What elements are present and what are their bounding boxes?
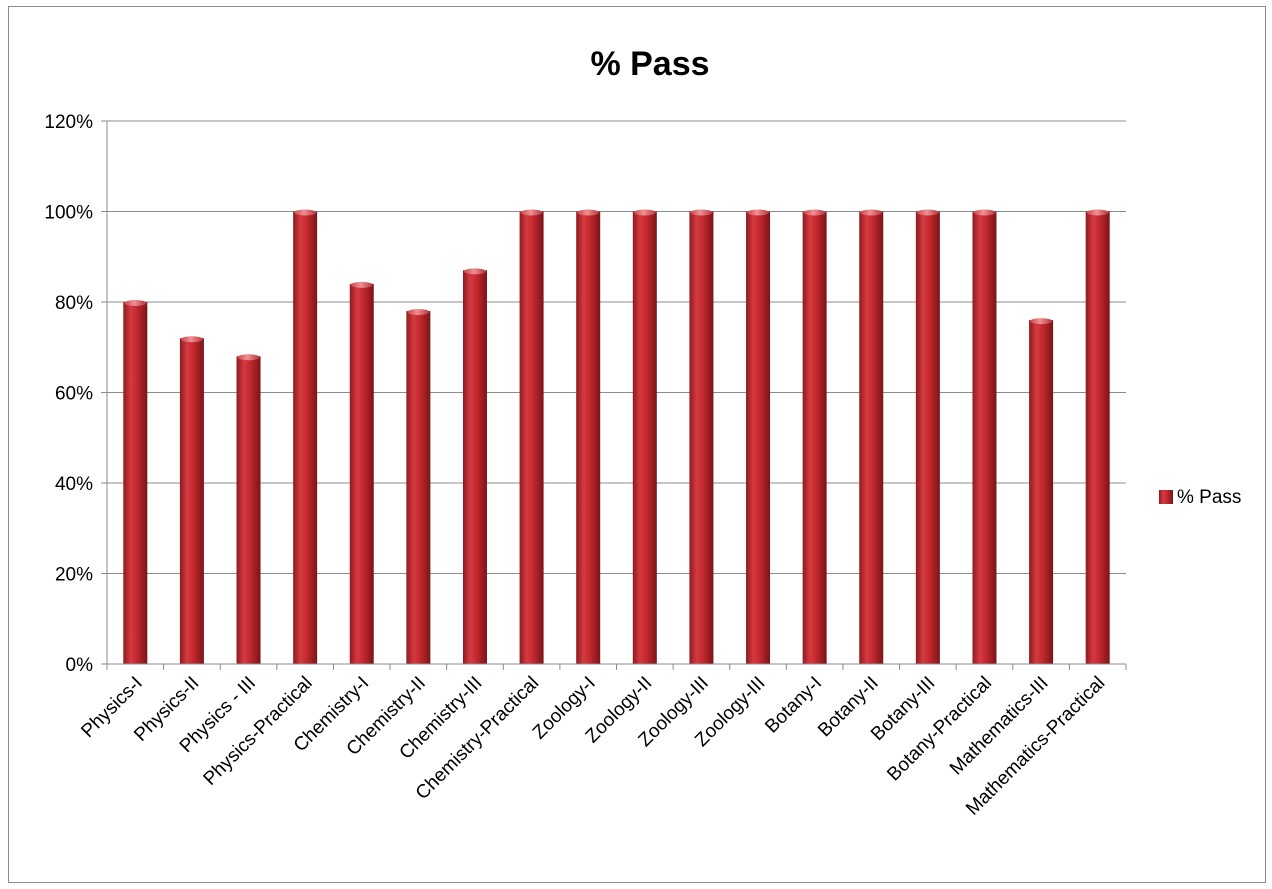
bar: [746, 209, 771, 664]
bar-body: [972, 211, 997, 664]
bar: [972, 209, 997, 664]
legend-swatch: [1159, 490, 1173, 504]
bar: [915, 209, 940, 664]
gridlines: [107, 120, 1126, 665]
bar-cap: [577, 209, 600, 216]
bar-cap: [237, 354, 260, 361]
bar: [632, 209, 657, 664]
bar-cap: [860, 209, 883, 216]
bar-cap: [633, 209, 656, 216]
bar-body: [179, 338, 204, 664]
bar: [179, 336, 204, 664]
y-tick-label: 80%: [55, 293, 93, 314]
bar-cap: [973, 209, 996, 216]
bar-cap: [407, 309, 430, 316]
bar-body: [632, 211, 657, 664]
bar-cap: [463, 268, 486, 275]
legend-label: % Pass: [1177, 487, 1241, 508]
bar: [1085, 209, 1110, 664]
bar-body: [1085, 211, 1110, 664]
bar-cap: [803, 209, 826, 216]
bar: [689, 209, 714, 664]
bar-cap: [350, 281, 373, 288]
bars: [123, 209, 1110, 664]
bar-body: [293, 211, 318, 664]
bar-body: [123, 302, 148, 664]
bar-body: [462, 270, 487, 664]
bar-cap: [690, 209, 713, 216]
bar-chart: % Pass 0% 20% 40% 60% 80% 100% 120% Physics-IP…: [44, 45, 1241, 820]
bar: [462, 268, 487, 664]
y-tick-label: 120%: [44, 112, 93, 133]
y-tick-label: 0%: [66, 655, 94, 676]
bar: [802, 209, 827, 664]
bar: [349, 281, 374, 664]
bar: [293, 209, 318, 664]
x-tick-label: Botany-Practical: [883, 673, 996, 786]
y-axis-ticks: 0% 20% 40% 60% 80% 100% 120%: [44, 112, 108, 676]
bar-body: [746, 211, 771, 664]
bar: [859, 209, 884, 664]
bar: [406, 309, 431, 664]
chart-title: % Pass: [590, 45, 709, 83]
bar-cap: [294, 209, 317, 216]
bar-cap: [916, 209, 939, 216]
bar-cap: [1030, 318, 1053, 325]
bar-body: [689, 211, 714, 664]
bar-body: [1029, 320, 1054, 664]
chart-area: % Pass 0% 20% 40% 60% 80% 100% 120% Physics-I P…: [8, 6, 1266, 883]
x-tick-label: Mathematics-III: [946, 673, 1053, 780]
bar-body: [236, 356, 261, 664]
bar-body: [859, 211, 884, 664]
legend: % Pass: [1159, 487, 1241, 508]
bar-cap: [180, 336, 203, 343]
bar-cap: [124, 300, 147, 306]
bar-body: [406, 311, 431, 664]
bar: [576, 209, 601, 664]
bar: [1029, 318, 1054, 664]
bar-body: [349, 283, 374, 664]
bar-cap: [1086, 209, 1109, 216]
y-tick-label: 100%: [44, 203, 93, 224]
bar: [123, 300, 148, 664]
bar-cap: [520, 209, 543, 216]
y-tick-label: 20%: [55, 565, 93, 586]
bar-body: [802, 211, 827, 664]
y-tick-label: 40%: [55, 474, 93, 495]
bar: [519, 209, 544, 664]
bar-body: [576, 211, 601, 664]
bar-cap: [747, 209, 770, 216]
bar: [236, 354, 261, 664]
y-tick-label: 60%: [55, 384, 93, 405]
bar-body: [519, 211, 544, 664]
bar-body: [915, 211, 940, 664]
